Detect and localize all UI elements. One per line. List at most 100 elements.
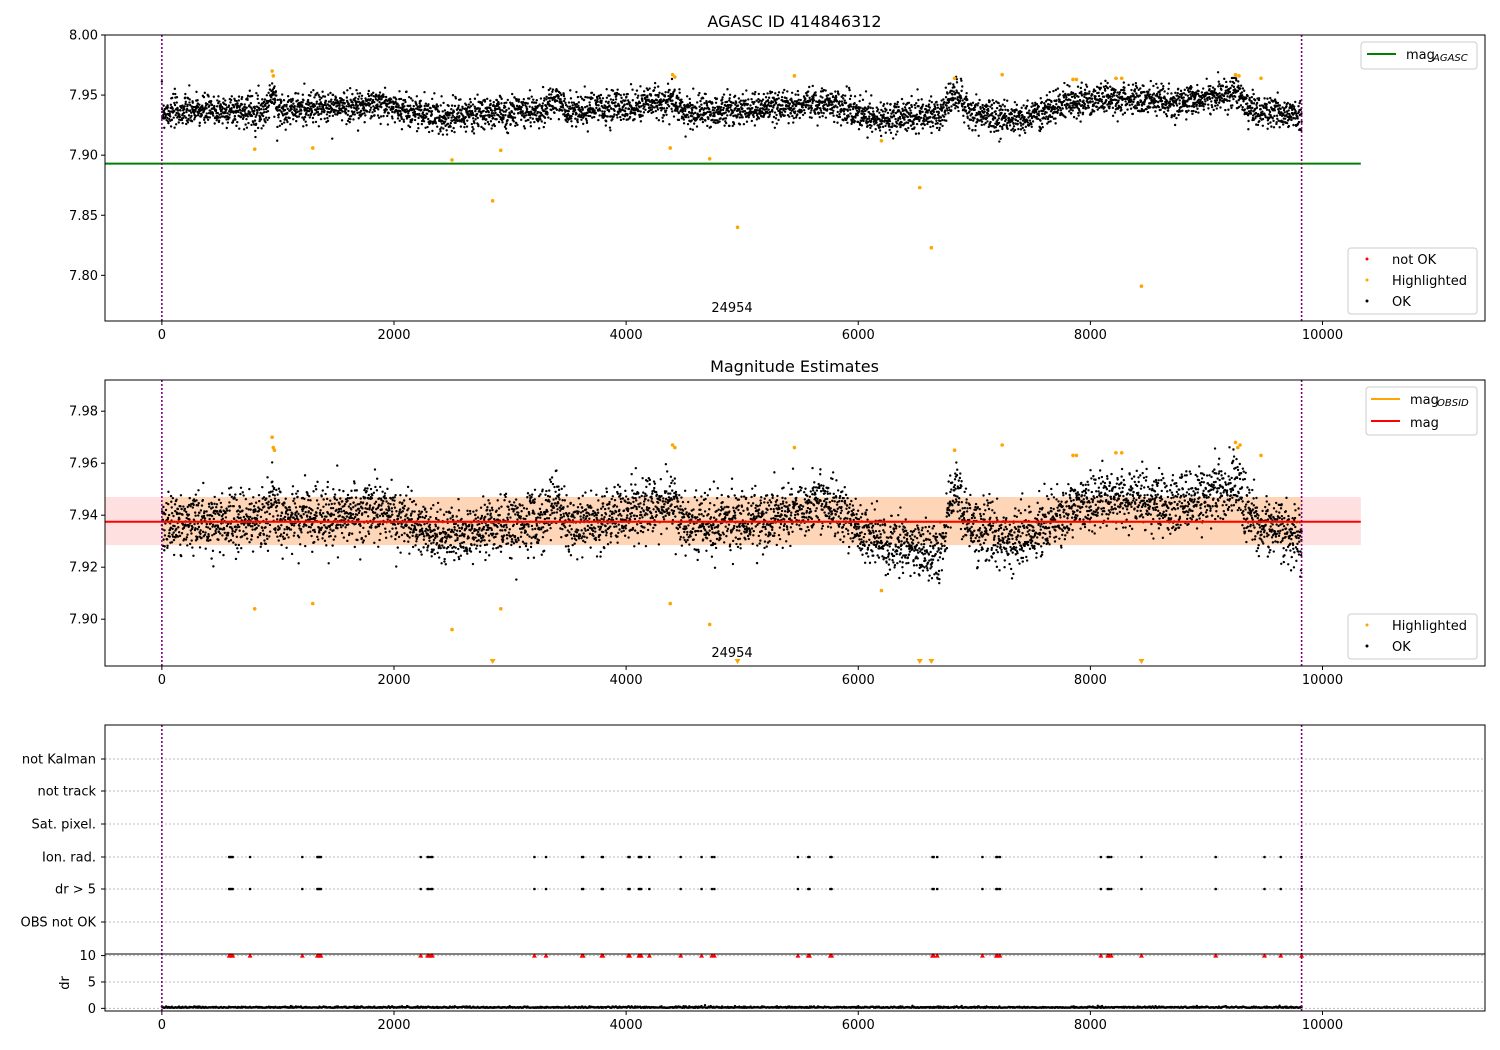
p1-point-ok xyxy=(1074,92,1077,96)
p1-point-ok xyxy=(471,125,474,129)
p1-point-ok xyxy=(1128,103,1131,107)
p1-point-ok xyxy=(466,110,470,113)
p1-point-ok xyxy=(1093,110,1096,113)
p1-point-ok xyxy=(340,97,344,101)
p1-point-ok xyxy=(1195,103,1199,107)
p1-point-ok xyxy=(1209,84,1212,88)
p1-point-ok xyxy=(580,118,583,121)
p1-point-ok xyxy=(317,125,321,128)
p1-point-ok xyxy=(820,111,823,114)
p1-point-ok xyxy=(1113,111,1117,114)
p1-point-ok xyxy=(447,116,450,120)
p1-point-ok xyxy=(969,118,973,122)
p1-point-ok xyxy=(1028,109,1031,112)
p1-point-ok xyxy=(259,111,262,115)
p1-point-ok xyxy=(836,121,839,124)
p1-point-ok xyxy=(643,105,646,108)
p1-point-ok xyxy=(989,130,992,134)
p1-point-ok xyxy=(386,102,389,106)
p1-point-ok xyxy=(250,123,253,127)
p1-point-ok xyxy=(1218,82,1221,86)
p1-point-ok xyxy=(218,106,222,109)
p1-point-ok xyxy=(468,98,472,101)
p1-point-ok xyxy=(980,118,983,121)
p1-point-ok xyxy=(836,110,839,114)
p1-point-ok xyxy=(314,120,318,124)
p1-point-ok xyxy=(1041,112,1044,115)
p1-point-ok xyxy=(1131,112,1135,116)
p1-point-ok xyxy=(832,114,835,117)
p1-point-ok xyxy=(980,123,983,127)
p1-point-ok xyxy=(760,102,763,105)
p1-point-ok xyxy=(1024,107,1028,110)
p1-point-ok xyxy=(246,98,249,102)
p1-point-ok xyxy=(327,100,331,103)
p1-point-ok xyxy=(297,92,300,95)
p1-point-ok xyxy=(1235,101,1239,105)
p1-point-ok xyxy=(340,119,344,122)
p1-point-ok xyxy=(991,111,994,115)
p1-point-ok xyxy=(1030,125,1033,129)
p1-point-ok xyxy=(1132,94,1135,97)
p1-point-ok xyxy=(1039,97,1042,100)
p1-point-ok xyxy=(1035,115,1038,118)
p1-point-ok xyxy=(566,105,569,108)
p1-point-ok xyxy=(236,120,239,124)
p1-point-ok xyxy=(961,105,964,108)
p1-point-ok xyxy=(841,94,845,97)
p1-point-ok xyxy=(953,97,957,100)
p1-point-ok xyxy=(1080,81,1083,84)
p1-point-ok xyxy=(430,97,434,101)
p1-point-ok xyxy=(426,125,429,129)
p1-point-ok xyxy=(755,118,759,121)
p1-point-ok xyxy=(921,110,924,114)
p1-point-ok xyxy=(803,111,807,115)
p1-point-ok xyxy=(231,121,235,124)
p1-point-ok xyxy=(316,111,320,114)
p1-point-ok xyxy=(714,121,717,125)
p1-point-ok xyxy=(279,119,282,123)
p1-point-ok xyxy=(1113,90,1117,94)
p1-point-ok xyxy=(492,112,495,115)
p1-point-ok xyxy=(519,118,523,122)
p1-point-ok xyxy=(682,118,686,121)
p1-point-ok xyxy=(528,97,531,100)
p1-point-ok xyxy=(964,109,968,112)
p1-point-ok xyxy=(270,82,274,85)
p1-point-ok xyxy=(361,112,364,116)
p1-point-ok xyxy=(641,99,644,103)
p1-point-ok xyxy=(404,100,407,104)
p1-point-ok xyxy=(256,110,259,114)
p1-point-ok xyxy=(230,106,233,110)
p1-point-ok xyxy=(838,115,842,119)
p1-point-ok xyxy=(1079,99,1082,103)
p1-point-ok xyxy=(1184,93,1187,96)
p1-point-ok xyxy=(500,102,503,105)
p1-point-ok xyxy=(1175,116,1178,120)
p1-point-ok xyxy=(1100,100,1104,103)
p1-point-ok xyxy=(482,109,485,113)
p1-point-ok xyxy=(1225,80,1228,84)
p1-point-ok xyxy=(1214,104,1217,108)
p1-point-ok xyxy=(788,102,792,105)
p1-point-ok xyxy=(303,115,307,119)
p1-point-ok xyxy=(1115,98,1118,102)
p1-point-ok xyxy=(256,97,259,101)
p1-point-ok xyxy=(979,107,982,110)
p1-point-ok xyxy=(216,99,219,102)
p1-point-ok xyxy=(1017,127,1020,131)
p1-point-ok xyxy=(283,104,286,107)
p1-point-ok xyxy=(491,114,494,117)
p1-point-ok xyxy=(1202,105,1205,108)
p1-point-ok xyxy=(888,128,891,132)
p1-point-ok xyxy=(1072,115,1076,119)
p1-point-ok xyxy=(906,115,910,119)
p1-point-ok xyxy=(1055,103,1058,106)
p1-point-ok xyxy=(349,117,352,121)
p1-point-ok xyxy=(719,106,723,109)
p1-point-ok xyxy=(174,123,178,126)
p1-point-ok xyxy=(1182,96,1185,99)
p1-point-ok xyxy=(767,96,771,99)
p1-point-ok xyxy=(896,130,899,133)
p1-point-ok xyxy=(443,109,447,112)
